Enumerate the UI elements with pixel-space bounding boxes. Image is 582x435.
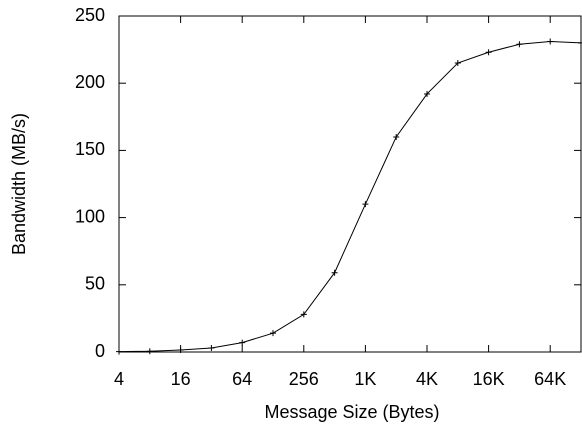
- y-tick-label: 250: [75, 5, 105, 25]
- y-tick-label: 150: [75, 139, 105, 159]
- y-tick-label: 100: [75, 206, 105, 226]
- x-axis-title: Message Size (Bytes): [264, 402, 439, 422]
- data-point: [578, 39, 582, 46]
- data-point: [547, 38, 554, 45]
- data-point: [485, 49, 492, 56]
- y-axis-title: Bandwidth (MB/s): [9, 113, 29, 255]
- x-tick-label: 64: [232, 369, 252, 389]
- x-tick-label: 4K: [416, 369, 438, 389]
- data-point: [362, 201, 369, 208]
- y-tick-label: 0: [95, 341, 105, 361]
- x-tick-label: 16K: [473, 369, 505, 389]
- data-point: [454, 60, 461, 67]
- y-tick-label: 200: [75, 72, 105, 92]
- data-line: [118, 41, 582, 353]
- data-point: [331, 269, 338, 276]
- y-tick-label: 50: [85, 274, 105, 294]
- data-point: [424, 90, 430, 97]
- x-tick-label: 1K: [354, 369, 376, 389]
- data-point: [239, 339, 246, 346]
- plot-frame: [118, 15, 582, 353]
- data-point: [116, 348, 122, 355]
- x-tick-label: 64K: [534, 369, 566, 389]
- data-point: [270, 330, 276, 337]
- x-tick-label: 16: [171, 369, 191, 389]
- x-tick-label: 4: [114, 369, 124, 389]
- data-point: [516, 41, 523, 48]
- data-point: [177, 346, 184, 353]
- x-tick-label: 256: [289, 369, 319, 389]
- data-point: [208, 344, 215, 351]
- data-point: [146, 348, 153, 355]
- data-point: [393, 133, 400, 140]
- data-point: [300, 311, 307, 318]
